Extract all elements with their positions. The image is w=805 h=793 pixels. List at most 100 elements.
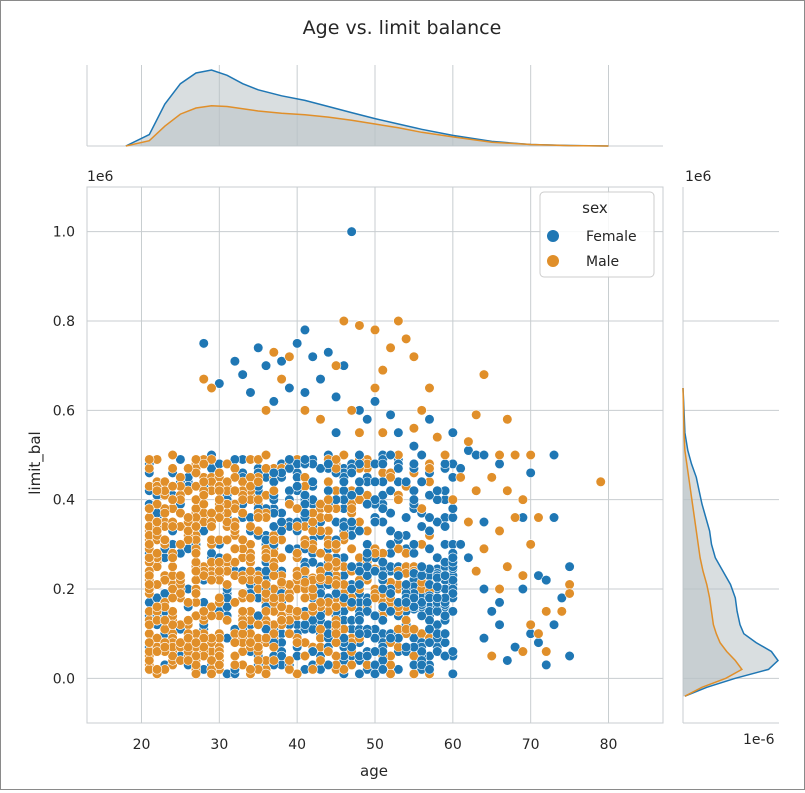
y-tick-label: 0.8 [53, 314, 75, 330]
male-point [284, 628, 295, 639]
female-point [424, 414, 435, 425]
scatter-frame [86, 186, 664, 724]
male-point [260, 463, 272, 474]
female-point [354, 628, 365, 639]
male-point [190, 521, 202, 532]
male-point [167, 481, 178, 492]
female-point [416, 570, 427, 581]
marginal-y-offset-text: 1e6 [685, 169, 712, 185]
male-point [144, 539, 155, 550]
male-point [330, 619, 342, 630]
male-point [307, 664, 318, 675]
male-point [385, 342, 396, 353]
marginal-y-curve-male [682, 387, 744, 697]
female-point [284, 543, 295, 554]
male-point [206, 521, 217, 532]
marginal-x-offset-text: 1e-6 [743, 732, 775, 748]
male-point [222, 579, 233, 590]
male-point [253, 525, 264, 537]
female-point [346, 641, 357, 653]
male-point [214, 494, 225, 505]
male-point [198, 373, 209, 385]
male-point [229, 463, 240, 474]
male-point [151, 664, 163, 675]
female-point [564, 650, 575, 662]
x-tick-label: 20 [133, 737, 151, 753]
male-point [478, 543, 490, 554]
male-point [206, 655, 217, 666]
male-point [260, 552, 272, 563]
male-point [330, 601, 342, 612]
female-point [292, 338, 303, 349]
male-point [385, 472, 396, 483]
male-point [144, 454, 155, 465]
male-point [307, 601, 318, 612]
female-point [416, 521, 427, 532]
x-tick-label: 40 [288, 737, 306, 753]
male-point [307, 583, 318, 595]
male-point [533, 512, 544, 523]
male-point [439, 449, 451, 461]
female-point [510, 641, 521, 653]
male-point [190, 659, 202, 671]
female-point [354, 579, 365, 590]
male-point [237, 534, 248, 545]
male-point [315, 499, 326, 510]
male-point [276, 552, 287, 563]
male-point [190, 637, 202, 648]
male-point [292, 521, 303, 532]
female-point [268, 521, 279, 532]
male-point [268, 534, 279, 545]
legend-label-male: Male [586, 254, 619, 270]
male-point [284, 592, 295, 604]
male-point [229, 637, 240, 648]
male-point [323, 561, 334, 572]
male-point [206, 454, 217, 465]
male-point [229, 543, 240, 554]
male-point [416, 405, 427, 416]
female-point [299, 507, 311, 519]
male-point [229, 485, 240, 496]
male-point [276, 373, 287, 385]
female-point [276, 516, 287, 528]
male-point [486, 650, 497, 662]
female-point [268, 467, 279, 478]
y-axis-label: limit_bal [26, 431, 45, 494]
female-point [385, 606, 396, 617]
male-point [190, 548, 202, 559]
female-point [385, 539, 396, 550]
male-point [190, 467, 202, 478]
male-point [330, 360, 342, 371]
male-point [198, 499, 209, 510]
female-point [377, 557, 388, 568]
male-point [198, 570, 209, 581]
male-point [260, 606, 272, 617]
female-point [354, 668, 365, 679]
male-point [151, 525, 163, 537]
female-point [385, 588, 396, 599]
male-point [175, 507, 186, 519]
male-point [556, 606, 567, 617]
female-point [408, 494, 420, 505]
female-point [253, 342, 264, 353]
male-point [292, 668, 303, 679]
marginal-x-panel [86, 65, 663, 147]
male-point [237, 507, 248, 519]
female-point [494, 619, 505, 630]
male-point [206, 610, 217, 621]
male-point [268, 347, 279, 358]
female-point [408, 539, 420, 550]
chart-title: Age vs. limit balance [303, 17, 502, 39]
male-point [471, 566, 482, 577]
marginal-x-curve-male [125, 104, 609, 147]
female-point [494, 458, 505, 470]
female-point [424, 490, 435, 501]
female-point [432, 552, 443, 563]
female-point [229, 356, 240, 367]
male-point [284, 351, 295, 362]
male-point [471, 409, 482, 420]
male-point [253, 454, 264, 465]
y-tick-label: 1.0 [53, 225, 75, 241]
male-point [377, 365, 388, 376]
